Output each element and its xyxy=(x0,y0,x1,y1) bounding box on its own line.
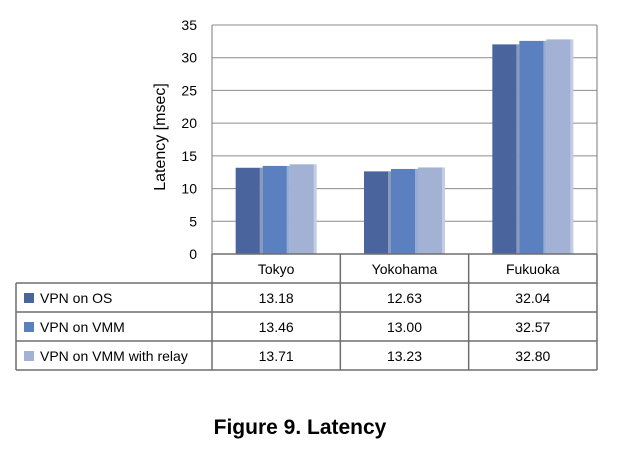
category-label: Yokohama xyxy=(372,261,438,277)
bar xyxy=(235,167,263,254)
y-tick-label: 0 xyxy=(189,246,197,262)
figure-caption: Figure 9. Latency xyxy=(213,416,387,439)
category-label: Fukuoka xyxy=(506,261,560,277)
bar xyxy=(262,165,290,254)
legend-label: VPN on VMM with relay xyxy=(40,348,188,364)
legend-swatch xyxy=(24,322,34,332)
bar-highlight xyxy=(388,171,391,254)
table-value: 12.63 xyxy=(387,290,422,306)
bar xyxy=(546,39,574,254)
y-tick-label: 20 xyxy=(181,115,197,131)
y-axis-label: Latency [msec] xyxy=(152,83,169,191)
table-value: 32.04 xyxy=(515,290,550,306)
bar xyxy=(391,168,418,254)
bar xyxy=(492,44,520,255)
y-tick-label: 25 xyxy=(181,82,197,98)
y-tick-label: 30 xyxy=(181,50,197,66)
bar xyxy=(418,167,445,254)
bar-highlight xyxy=(570,39,574,254)
table-value: 13.00 xyxy=(387,319,422,335)
legend-swatch xyxy=(24,293,34,303)
bar-highlight xyxy=(286,165,290,254)
bar-highlight xyxy=(543,40,547,255)
bar xyxy=(289,164,317,254)
y-tick-label: 10 xyxy=(181,181,197,197)
legend-swatch xyxy=(24,351,34,361)
bar xyxy=(364,171,391,254)
bars xyxy=(235,39,574,255)
y-tick-label: 15 xyxy=(181,148,197,164)
bar-highlight xyxy=(516,44,520,255)
y-tick-labels: 0 5 10 15 20 25 30 35 xyxy=(181,17,197,262)
y-tick-label: 35 xyxy=(181,17,197,33)
table-value: 32.57 xyxy=(515,319,550,335)
category-label: Tokyo xyxy=(258,261,295,277)
table-value: 13.23 xyxy=(387,348,422,364)
table-value: 13.71 xyxy=(259,348,294,364)
bar-highlight xyxy=(415,168,418,254)
y-tick-label: 5 xyxy=(189,213,197,229)
bar-highlight xyxy=(259,167,263,254)
bar-highlight xyxy=(313,164,317,254)
bar-highlight xyxy=(442,167,445,254)
legend-label: VPN on OS xyxy=(40,290,112,306)
bar xyxy=(519,40,547,255)
table-value: 13.46 xyxy=(259,319,294,335)
table-value: 13.18 xyxy=(259,290,294,306)
legend-label: VPN on VMM xyxy=(40,319,125,335)
data-table: Tokyo Yokohama Fukuoka VPN on OS 13.18 12.63 3… xyxy=(15,253,598,371)
table-value: 32.80 xyxy=(515,348,550,364)
